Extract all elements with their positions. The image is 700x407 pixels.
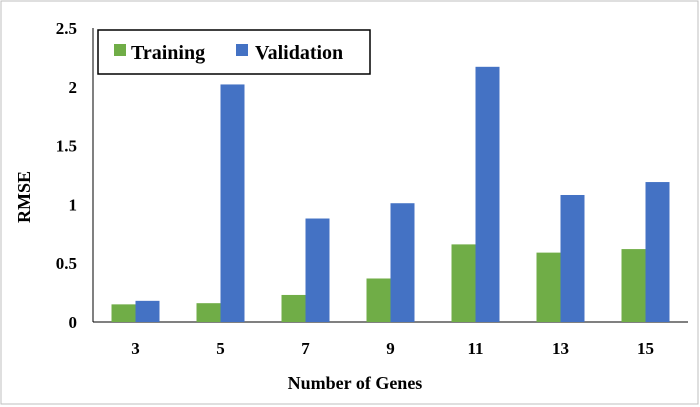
y-tick-label: 2.5 (56, 19, 77, 38)
bar-validation-7 (305, 218, 330, 322)
bar-training-3 (111, 304, 136, 322)
x-tick-label: 3 (131, 339, 140, 358)
x-tick-labels: 3 5 7 9 11 13 15 (131, 339, 654, 358)
bar-validation-15 (645, 182, 670, 322)
bar-training-11 (451, 244, 476, 322)
bar-validation-3 (135, 300, 160, 322)
x-tick-label: 13 (552, 339, 569, 358)
legend-label-validation: Validation (255, 42, 343, 64)
bar-training-5 (196, 303, 221, 322)
y-tick-label: 2 (69, 78, 78, 97)
y-tick-label: 0 (69, 313, 78, 332)
legend: Training Validation (97, 29, 371, 75)
bar-training-9 (366, 278, 391, 322)
y-tick-labels: 0 0.5 1 1.5 2 2.5 (56, 19, 77, 332)
y-tick-label: 0.5 (56, 254, 77, 273)
x-tick-label: 7 (301, 339, 310, 358)
x-axis-title: Number of Genes (288, 373, 423, 393)
legend-swatch-training (114, 44, 126, 56)
bar-validation-9 (390, 203, 415, 322)
y-tick-label: 1.5 (56, 137, 77, 156)
y-tick-label: 1 (69, 195, 78, 214)
bar-validation-11 (475, 66, 500, 322)
x-tick-label: 5 (216, 339, 225, 358)
legend-swatch-validation (236, 44, 248, 56)
bar-validation-13 (560, 194, 585, 322)
bars (111, 66, 670, 322)
x-tick-label: 9 (386, 339, 395, 358)
x-tick-label: 15 (637, 339, 654, 358)
bar-training-7 (281, 294, 306, 322)
legend-label-training: Training (131, 42, 205, 64)
bar-training-13 (536, 252, 561, 322)
y-axis-title: RMSE (14, 171, 34, 223)
bar-validation-5 (220, 84, 245, 322)
legend-box (97, 29, 371, 75)
x-tick-label: 11 (467, 339, 483, 358)
bar-training-15 (621, 249, 646, 322)
